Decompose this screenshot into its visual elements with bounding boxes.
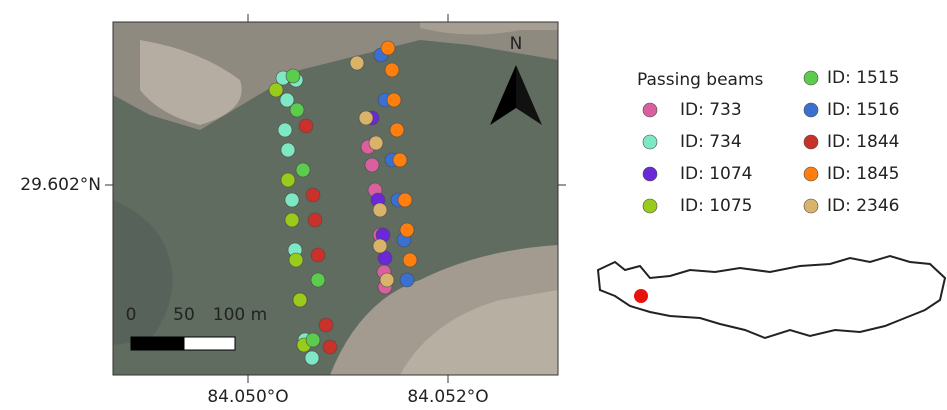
beam-point [290,103,304,117]
beam-point [285,193,299,207]
beam-point [281,143,295,157]
beam-point [373,203,387,217]
legend-marker [804,103,818,117]
figure: N 0 50 100 m Passing beams 84.050°O 84.05… [0,0,947,410]
legend-marker [804,135,818,149]
beam-point [350,56,364,70]
north-label: N [510,34,523,54]
legend-marker [804,167,818,181]
beam-point [306,333,320,347]
scale-label: 100 m [213,305,267,325]
beam-point [380,273,394,287]
legend-marker [643,103,657,117]
beam-point [390,123,404,137]
beam-point [403,253,417,267]
legend-marker [643,199,657,213]
beam-point [381,41,395,55]
legend-label: ID: 1844 [827,132,900,152]
x-tick-label: 84.052°O [407,387,488,407]
beam-point [373,239,387,253]
legend-marker [804,199,818,213]
legend-label: ID: 733 [680,100,742,120]
legend-marker [804,71,818,85]
beam-point [369,136,383,150]
inset-map [598,256,945,338]
legend-label: ID: 734 [680,132,742,152]
beam-point [311,273,325,287]
legend-title: Passing beams [637,70,764,90]
beam-point [289,253,303,267]
beam-point [308,213,322,227]
legend-label: ID: 1075 [680,196,753,216]
beam-point [286,69,300,83]
y-tick-label: 29.602°N [20,175,101,195]
legend-marker [643,167,657,181]
beam-point [398,193,412,207]
beam-point [299,119,313,133]
beam-point [400,223,414,237]
legend-marker [643,135,657,149]
legend-label: ID: 1515 [827,68,900,88]
beam-point [296,163,310,177]
beam-point [311,248,325,262]
legend-label: ID: 1845 [827,164,900,184]
beam-point [323,340,337,354]
beam-point [285,213,299,227]
legend-label: ID: 2346 [827,196,900,216]
legend-label: ID: 1516 [827,100,900,120]
beam-point [319,318,333,332]
scale-label: 0 [126,305,137,325]
beam-point [387,93,401,107]
beam-point [305,351,319,365]
beam-point [281,173,295,187]
beam-point [269,83,283,97]
beam-point [359,111,373,125]
beam-point [365,158,379,172]
scale-label: 50 [173,305,195,325]
beam-point [293,293,307,307]
beam-point [278,123,292,137]
beam-point [400,273,414,287]
beam-point [393,153,407,167]
x-tick-label: 84.050°O [207,387,288,407]
beam-point [385,63,399,77]
beam-point [306,188,320,202]
legend-label: ID: 1074 [680,164,753,184]
